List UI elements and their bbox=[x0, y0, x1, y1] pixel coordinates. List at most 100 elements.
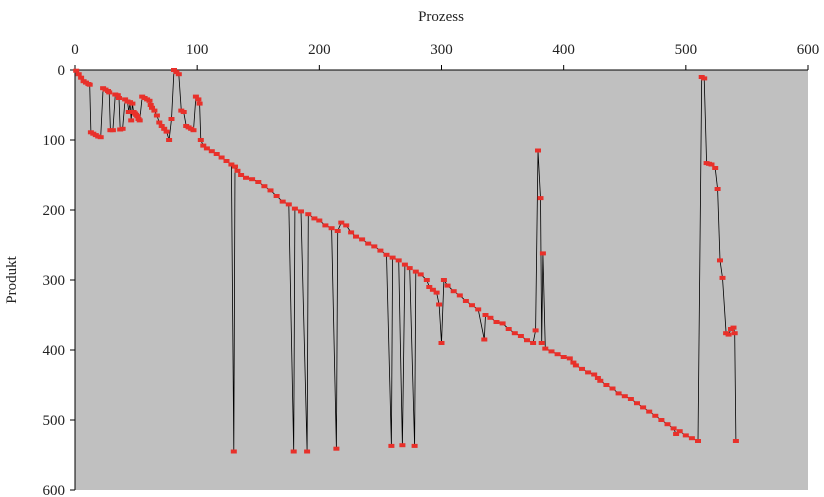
data-point bbox=[166, 138, 173, 142]
data-point bbox=[116, 96, 122, 100]
data-point bbox=[429, 287, 436, 292]
data-point bbox=[714, 187, 721, 191]
data-point bbox=[712, 166, 719, 170]
data-point bbox=[353, 234, 359, 239]
data-point bbox=[243, 175, 249, 180]
data-point bbox=[97, 135, 104, 140]
data-point bbox=[200, 143, 207, 148]
data-point bbox=[539, 251, 546, 256]
data-point bbox=[153, 113, 160, 118]
y-tick-label: 600 bbox=[43, 483, 66, 497]
data-point bbox=[343, 223, 350, 228]
data-point bbox=[406, 266, 413, 271]
x-tick-label: 100 bbox=[186, 42, 209, 58]
data-point bbox=[134, 114, 141, 119]
data-point bbox=[469, 303, 475, 308]
data-point bbox=[579, 366, 585, 371]
data-point bbox=[487, 315, 494, 320]
data-point bbox=[203, 146, 210, 151]
data-point bbox=[78, 75, 85, 80]
data-point bbox=[156, 120, 163, 125]
data-point bbox=[695, 439, 701, 443]
data-point bbox=[359, 237, 366, 242]
data-point bbox=[499, 321, 506, 326]
data-point bbox=[333, 446, 340, 451]
data-point bbox=[304, 449, 311, 454]
data-point bbox=[538, 341, 545, 345]
data-point bbox=[151, 108, 158, 113]
data-point bbox=[717, 258, 723, 263]
y-tick-label: 500 bbox=[43, 413, 66, 429]
data-point bbox=[371, 244, 378, 249]
x-tick-label: 400 bbox=[552, 42, 575, 58]
data-point bbox=[261, 184, 268, 189]
data-point bbox=[609, 386, 616, 391]
data-point bbox=[566, 356, 573, 361]
data-point bbox=[125, 110, 132, 114]
data-point bbox=[572, 363, 579, 368]
data-point bbox=[615, 391, 622, 396]
y-tick-label: 300 bbox=[43, 273, 66, 289]
data-point bbox=[290, 449, 297, 454]
x-tick-label: 300 bbox=[430, 42, 453, 58]
data-point bbox=[311, 216, 318, 221]
data-point bbox=[603, 383, 610, 387]
data-point bbox=[426, 285, 433, 289]
x-axis-title: Prozess bbox=[418, 9, 464, 25]
data-point bbox=[621, 394, 628, 399]
data-point bbox=[73, 68, 80, 73]
data-point bbox=[291, 206, 298, 211]
x-tick-label: 500 bbox=[675, 42, 698, 58]
data-point bbox=[505, 327, 512, 331]
data-point bbox=[249, 177, 256, 182]
data-point bbox=[197, 138, 204, 142]
data-point bbox=[412, 269, 419, 274]
data-point bbox=[196, 101, 203, 106]
data-point bbox=[129, 101, 136, 106]
data-point bbox=[168, 117, 175, 121]
data-point bbox=[173, 70, 180, 75]
data-point bbox=[481, 337, 488, 342]
x-tick-label: 600 bbox=[797, 42, 820, 58]
data-point bbox=[128, 118, 135, 123]
data-point bbox=[482, 313, 489, 317]
data-point bbox=[228, 162, 235, 167]
data-point bbox=[664, 422, 671, 427]
data-point bbox=[658, 418, 665, 422]
data-point bbox=[560, 355, 567, 359]
data-point bbox=[195, 97, 202, 102]
data-point bbox=[316, 218, 323, 223]
data-point bbox=[423, 278, 430, 282]
y-tick-label: 0 bbox=[58, 63, 66, 79]
data-point bbox=[348, 230, 355, 235]
data-point bbox=[267, 188, 274, 193]
data-point bbox=[395, 258, 402, 263]
data-point bbox=[279, 199, 286, 204]
axis-ticks: 0 100 200 300 400 500 600 0 100 200 300 400 500 600 bbox=[43, 42, 820, 497]
data-point bbox=[708, 162, 715, 167]
data-point bbox=[114, 93, 121, 98]
data-point bbox=[530, 341, 537, 345]
data-point bbox=[701, 76, 708, 81]
data-point bbox=[234, 168, 241, 173]
data-point bbox=[730, 325, 737, 330]
data-point bbox=[652, 413, 659, 418]
data-point bbox=[585, 370, 592, 375]
data-point bbox=[109, 128, 116, 133]
data-point bbox=[417, 272, 424, 277]
data-point bbox=[213, 152, 220, 156]
data-point bbox=[597, 378, 604, 383]
data-point bbox=[673, 432, 680, 436]
data-point bbox=[444, 283, 451, 288]
data-point bbox=[440, 278, 447, 282]
data-point bbox=[401, 262, 408, 267]
y-axis-title: Produkt bbox=[4, 255, 20, 303]
data-point bbox=[517, 334, 524, 338]
data-point bbox=[75, 72, 82, 77]
data-point bbox=[732, 439, 739, 443]
data-point bbox=[554, 352, 561, 357]
data-point bbox=[147, 103, 154, 107]
data-point bbox=[524, 338, 530, 343]
x-tick-label: 0 bbox=[71, 42, 79, 58]
